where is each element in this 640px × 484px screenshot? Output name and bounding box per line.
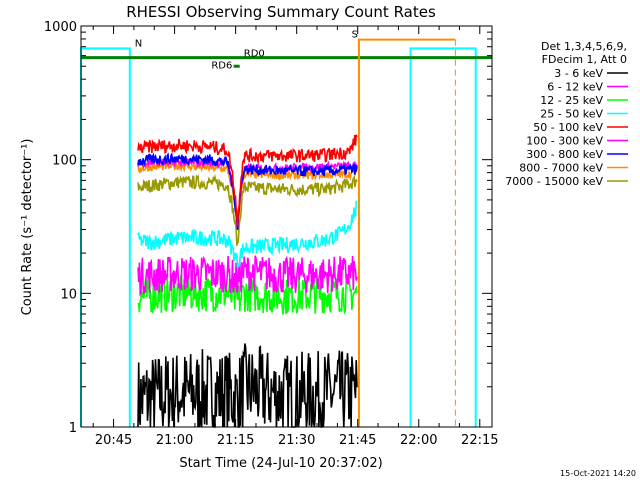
y-tick-label: 100 bbox=[52, 154, 77, 169]
series-line-4 bbox=[137, 134, 358, 226]
x-tick-label: 22:00 bbox=[400, 433, 437, 448]
legend-entry-label: 7000 - 15000 keV bbox=[505, 175, 603, 188]
legend-entry-label: 6 - 12 keV bbox=[547, 81, 603, 94]
legend-entry-label: 3 - 6 keV bbox=[554, 67, 603, 80]
legend-header-line-1: Det 1,3,4,5,6,9, bbox=[541, 40, 627, 53]
saa-marker-bar bbox=[357, 38, 456, 427]
y-tick-label: 10 bbox=[60, 287, 77, 302]
legend-entry-label: 25 - 50 keV bbox=[540, 108, 603, 121]
legend-entry-label: 100 - 300 keV bbox=[526, 135, 603, 148]
tick-layer: 20:45 21:00 21:15 21:30 21:45 22:00 22:15 1 10 10… bbox=[44, 20, 499, 448]
series-line-6 bbox=[137, 152, 358, 230]
x-tick-label: 21:15 bbox=[217, 433, 254, 448]
y-axis-label: Count Rate (s⁻¹ detector⁻¹) bbox=[20, 139, 35, 316]
annotation-s: S bbox=[352, 30, 358, 41]
annotation-rd0: RD0 bbox=[244, 49, 265, 60]
annotation-n: N bbox=[135, 39, 142, 50]
y-tick-label: 1 bbox=[69, 421, 77, 436]
chart-title: RHESSI Observing Summary Count Rates bbox=[126, 3, 436, 21]
plot-frame bbox=[80, 25, 493, 428]
series-line-3 bbox=[137, 200, 358, 269]
x-tick-label: 21:30 bbox=[278, 433, 315, 448]
footer-date: 15-Oct-2021 14:20 bbox=[560, 469, 636, 478]
x-tick-label: 22:15 bbox=[461, 433, 498, 448]
annotation-rd6: RD6 bbox=[211, 61, 232, 72]
legend-header-line-2: FDecim 1, Att 0 bbox=[542, 53, 627, 66]
x-tick-label: 21:45 bbox=[339, 433, 376, 448]
series-layer bbox=[137, 134, 358, 428]
x-tick-label: 20:45 bbox=[95, 433, 132, 448]
x-axis-label: Start Time (24-Jul-10 20:37:02) bbox=[179, 456, 382, 471]
night-marker-bar-2 bbox=[409, 47, 477, 427]
y-tick-label: 1000 bbox=[44, 20, 77, 35]
legend-entry-label: 800 - 7000 keV bbox=[519, 162, 603, 175]
series-line-8 bbox=[137, 173, 358, 246]
series-line-0 bbox=[137, 343, 358, 428]
series-line-1 bbox=[137, 255, 358, 297]
legend-entry-label: 300 - 800 keV bbox=[526, 148, 603, 161]
legend-entry-label: 12 - 25 keV bbox=[540, 94, 603, 107]
legend-entry-label: 50 - 100 keV bbox=[533, 121, 603, 134]
x-tick-label: 21:00 bbox=[156, 433, 193, 448]
